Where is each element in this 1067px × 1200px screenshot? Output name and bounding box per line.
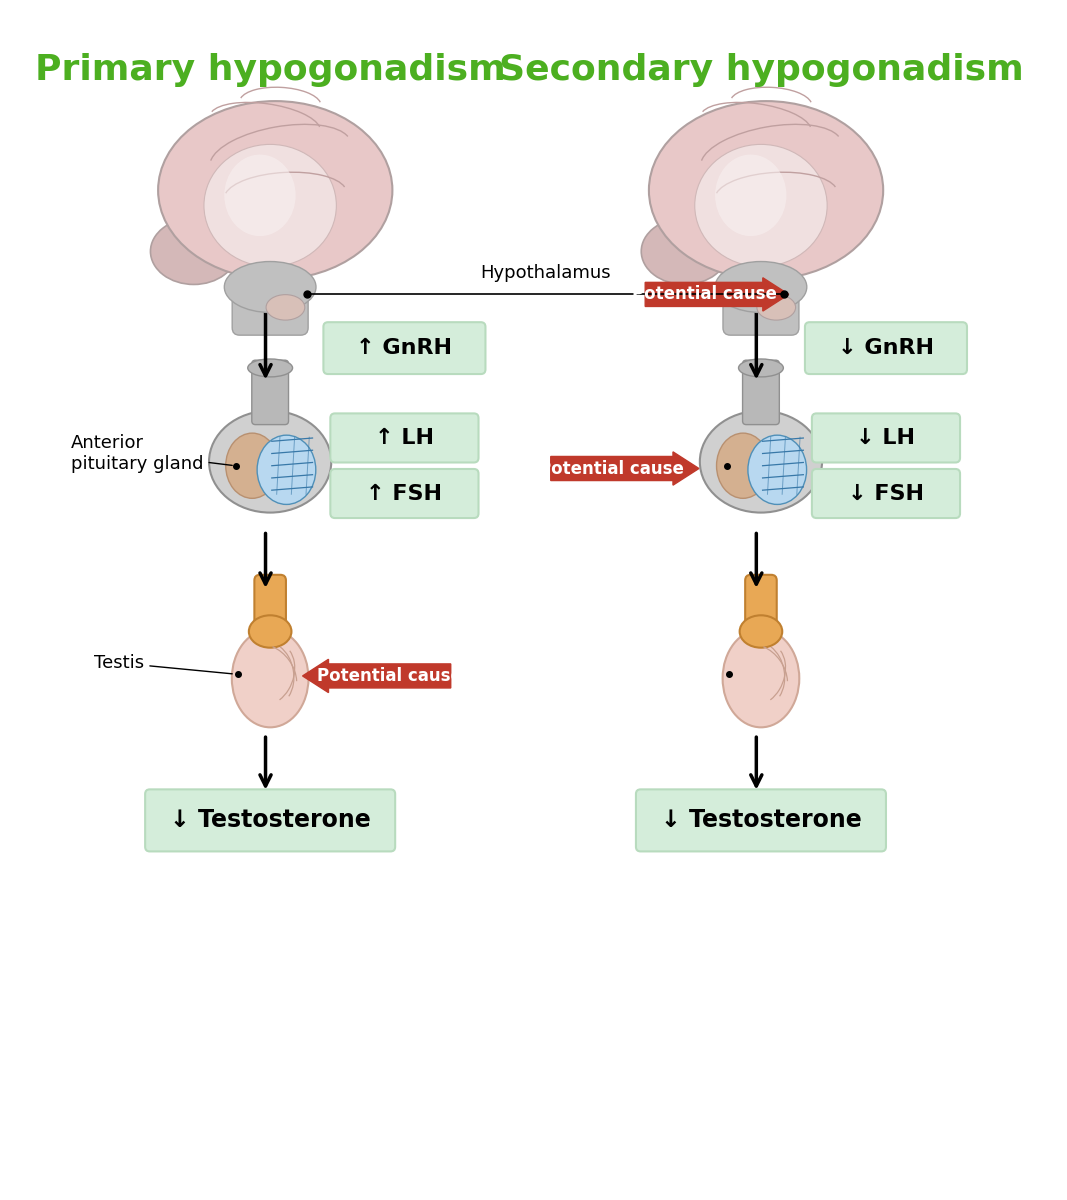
FancyBboxPatch shape (812, 414, 960, 462)
Text: ↓ FSH: ↓ FSH (848, 484, 924, 504)
Text: ↑ FSH: ↑ FSH (366, 484, 443, 504)
Text: Potential cause: Potential cause (540, 460, 684, 478)
FancyBboxPatch shape (745, 575, 777, 641)
FancyBboxPatch shape (145, 790, 395, 852)
Ellipse shape (722, 629, 799, 727)
Text: ↓ Testosterone: ↓ Testosterone (170, 809, 370, 833)
Ellipse shape (204, 144, 336, 266)
Ellipse shape (249, 616, 291, 648)
Text: Hypothalamus: Hypothalamus (480, 264, 611, 282)
FancyBboxPatch shape (331, 469, 478, 518)
Text: Potential cause: Potential cause (317, 667, 462, 685)
Ellipse shape (738, 359, 783, 377)
Text: Secondary hypogonadism: Secondary hypogonadism (498, 53, 1023, 88)
Ellipse shape (700, 410, 822, 512)
Ellipse shape (158, 101, 393, 280)
Polygon shape (551, 452, 699, 485)
FancyBboxPatch shape (252, 360, 288, 425)
Ellipse shape (209, 410, 331, 512)
FancyBboxPatch shape (812, 469, 960, 518)
Ellipse shape (748, 436, 807, 504)
Ellipse shape (757, 295, 796, 320)
Text: ↑ GnRH: ↑ GnRH (356, 338, 452, 358)
Ellipse shape (695, 144, 827, 266)
Ellipse shape (224, 155, 296, 236)
Text: ↓ Testosterone: ↓ Testosterone (660, 809, 861, 833)
Ellipse shape (641, 218, 728, 284)
Ellipse shape (739, 616, 782, 648)
Text: ↓ LH: ↓ LH (857, 428, 915, 448)
Ellipse shape (232, 629, 308, 727)
Ellipse shape (224, 262, 316, 312)
FancyBboxPatch shape (805, 322, 967, 374)
Ellipse shape (226, 433, 278, 498)
Ellipse shape (266, 295, 305, 320)
Text: Anterior
pituitary gland: Anterior pituitary gland (71, 434, 233, 473)
Ellipse shape (717, 433, 769, 498)
FancyBboxPatch shape (254, 575, 286, 641)
Ellipse shape (150, 218, 237, 284)
Polygon shape (303, 659, 450, 692)
FancyBboxPatch shape (723, 209, 799, 335)
FancyBboxPatch shape (233, 209, 308, 335)
Text: Potential cause: Potential cause (632, 286, 777, 304)
Text: Primary hypogonadism: Primary hypogonadism (35, 53, 506, 88)
FancyBboxPatch shape (636, 790, 886, 852)
Ellipse shape (649, 101, 883, 280)
Text: ↓ GnRH: ↓ GnRH (838, 338, 934, 358)
Ellipse shape (715, 155, 786, 236)
Ellipse shape (257, 436, 316, 504)
Text: ↑ LH: ↑ LH (375, 428, 434, 448)
Ellipse shape (715, 262, 807, 312)
FancyBboxPatch shape (323, 322, 485, 374)
Ellipse shape (248, 359, 292, 377)
Text: Testis: Testis (94, 654, 233, 674)
FancyBboxPatch shape (743, 360, 779, 425)
Polygon shape (646, 277, 789, 311)
FancyBboxPatch shape (331, 414, 478, 462)
